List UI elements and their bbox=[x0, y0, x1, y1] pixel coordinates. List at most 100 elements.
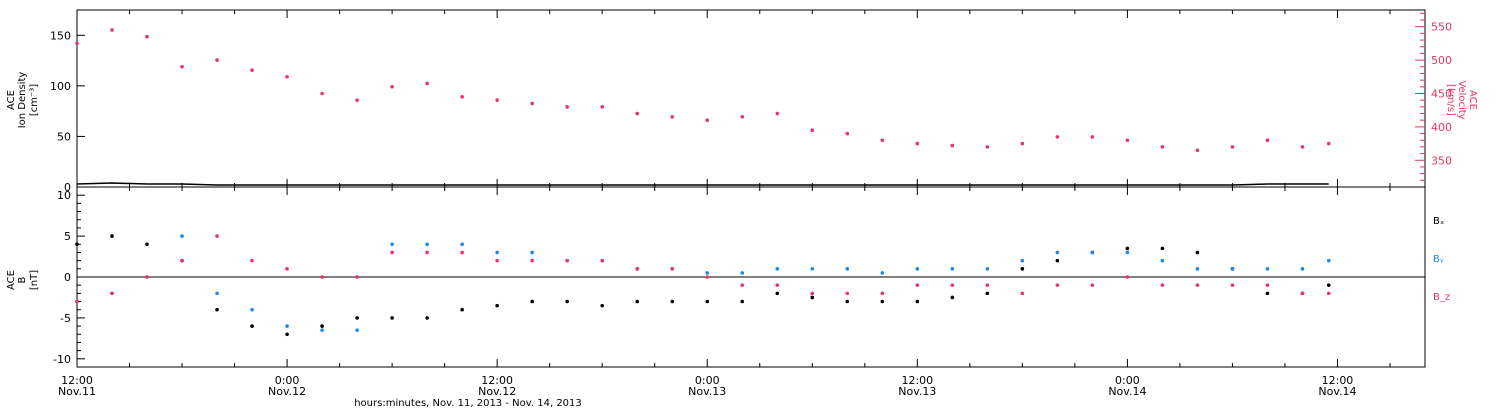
velocity-point bbox=[880, 138, 885, 143]
density-axis-label-line-3: [cm⁻³] bbox=[29, 84, 40, 116]
velocity-point bbox=[915, 141, 920, 146]
bx-point bbox=[985, 291, 990, 296]
date-tick-label: Nov.12 bbox=[268, 385, 306, 398]
legend-bz: B_z bbox=[1433, 292, 1450, 303]
velocity-point bbox=[635, 111, 640, 116]
velocity-point bbox=[425, 81, 429, 86]
velocity-point bbox=[390, 85, 394, 89]
top-panel-frame bbox=[76, 9, 1426, 188]
legend-by: Bᵧ bbox=[1433, 254, 1444, 265]
by-point bbox=[915, 267, 920, 271]
bz-point bbox=[390, 250, 394, 255]
bz-point bbox=[320, 275, 324, 279]
bz-point bbox=[775, 283, 780, 287]
velocity-point bbox=[180, 64, 184, 69]
by-point bbox=[1300, 267, 1305, 271]
by-point bbox=[215, 291, 219, 296]
bx-point bbox=[1160, 246, 1165, 251]
velocity-point bbox=[600, 105, 604, 109]
velocity-point bbox=[740, 115, 745, 119]
b-axis-ticks: -10 -5 0 5 10 bbox=[53, 189, 1425, 368]
velocity-axis-label-line-1: ACE bbox=[1467, 90, 1478, 110]
bx-point bbox=[215, 307, 219, 312]
by-point bbox=[460, 242, 464, 247]
by-point bbox=[1055, 250, 1060, 255]
bx-point bbox=[670, 299, 675, 304]
time-tick-label: 0:00 bbox=[1115, 374, 1140, 387]
velocity-point bbox=[1125, 138, 1130, 143]
date-tick-label: Nov.13 bbox=[898, 385, 936, 398]
velocity-axis-label-line-3: [km/s] bbox=[1445, 84, 1456, 116]
b-legend: Bₓ Bᵧ B_z bbox=[1433, 216, 1450, 303]
magnetic-field-panel: -10 -5 0 5 10 Bₓ Bᵧ B_z ACE B [nT] bbox=[6, 186, 1450, 368]
bx-point bbox=[705, 299, 710, 304]
by-point bbox=[320, 328, 324, 332]
by-point bbox=[705, 271, 710, 275]
by-point bbox=[495, 250, 499, 255]
velocity-point bbox=[1090, 135, 1095, 139]
velocity-point bbox=[565, 105, 569, 109]
bz-point bbox=[1265, 283, 1270, 287]
by-point bbox=[530, 250, 534, 255]
by-point bbox=[390, 242, 394, 247]
bz-point bbox=[1230, 283, 1235, 287]
bz-point bbox=[950, 283, 955, 287]
bz-point bbox=[425, 250, 429, 255]
velocity-point bbox=[215, 58, 219, 62]
time-tick-label: 12:00 bbox=[61, 374, 93, 387]
time-tick-label: 12:00 bbox=[481, 374, 513, 387]
bx-point bbox=[600, 303, 604, 308]
bx-point bbox=[425, 316, 429, 320]
density-line bbox=[76, 182, 1329, 186]
bx-point bbox=[740, 299, 745, 304]
velocity-tick-label: 350 bbox=[1431, 154, 1452, 167]
b-tick-label: -10 bbox=[53, 353, 71, 366]
velocity-point bbox=[250, 68, 254, 72]
by-point bbox=[1160, 258, 1165, 263]
bz-point bbox=[1326, 291, 1331, 296]
bz-point bbox=[915, 283, 920, 287]
velocity-point bbox=[460, 95, 464, 99]
bx-point bbox=[1055, 258, 1060, 263]
b-axis-label-line-3: [nT] bbox=[29, 270, 40, 290]
bz-point bbox=[1090, 283, 1095, 287]
by-point bbox=[845, 267, 850, 271]
date-tick-label: Nov.14 bbox=[1318, 385, 1356, 398]
bx-point bbox=[775, 291, 780, 296]
b-tick-label: 5 bbox=[64, 230, 71, 243]
by-point bbox=[250, 307, 254, 312]
bz-point bbox=[110, 291, 114, 296]
b-tick-label: 0 bbox=[64, 271, 71, 284]
time-tick-label: 12:00 bbox=[1322, 374, 1354, 387]
bz-point bbox=[1300, 291, 1305, 296]
bz-point bbox=[75, 299, 79, 304]
bx-point bbox=[565, 299, 569, 304]
bx-point bbox=[110, 234, 114, 238]
bx-point bbox=[145, 242, 149, 247]
bz-point bbox=[1125, 275, 1130, 279]
density-tick-label: 100 bbox=[50, 80, 71, 93]
velocity-point bbox=[145, 34, 149, 39]
density-tick-label: 150 bbox=[50, 29, 71, 42]
by-point bbox=[425, 242, 429, 247]
by-point bbox=[1265, 267, 1270, 271]
velocity-point bbox=[845, 131, 850, 136]
velocity-point bbox=[110, 28, 114, 32]
by-point bbox=[1020, 258, 1025, 263]
bz-point bbox=[250, 258, 254, 263]
bx-point bbox=[635, 299, 640, 304]
by-point bbox=[740, 271, 745, 275]
bz-point bbox=[635, 267, 640, 271]
velocity-point bbox=[985, 145, 990, 149]
density-axis-label-line-1: ACE bbox=[6, 90, 17, 110]
velocity-point bbox=[775, 111, 780, 116]
density-tick-label: 0 bbox=[64, 181, 71, 194]
velocity-point bbox=[75, 41, 79, 46]
velocity-point bbox=[810, 128, 815, 133]
bz-point bbox=[460, 250, 464, 255]
b-axis-label-line-2: B bbox=[17, 276, 28, 283]
bx-point bbox=[1326, 283, 1331, 287]
time-axis-label: hours:minutes, Nov. 11, 2013 - Nov. 14, … bbox=[354, 398, 582, 409]
bz-point bbox=[985, 283, 990, 287]
